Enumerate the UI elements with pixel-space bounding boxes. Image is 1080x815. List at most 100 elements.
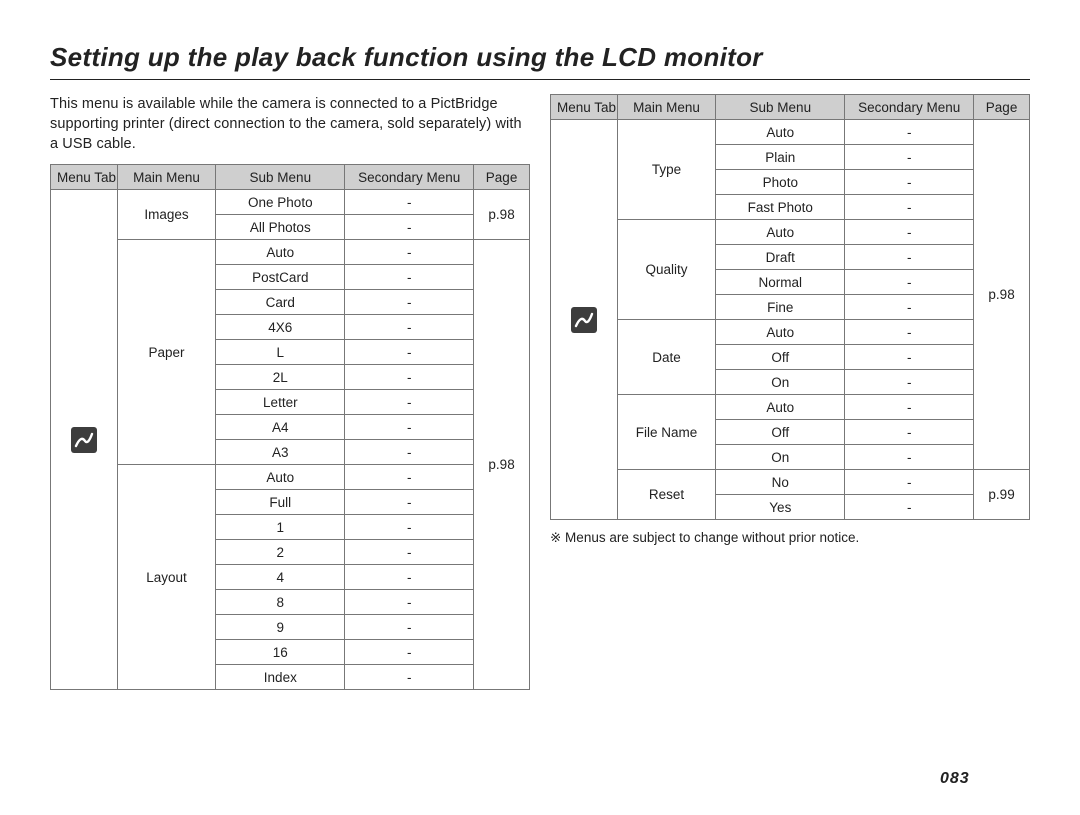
main-menu-cell: Reset — [617, 470, 716, 520]
table-row: PaperAuto-p.98 — [51, 240, 530, 265]
secondary-menu-cell: - — [845, 295, 974, 320]
right-column: Menu Tab Main Menu Sub Menu Secondary Me… — [550, 94, 1030, 690]
secondary-menu-cell: - — [345, 565, 474, 590]
secondary-menu-cell: - — [345, 540, 474, 565]
page-cell: p.98 — [474, 190, 530, 240]
secondary-menu-cell: - — [845, 470, 974, 495]
menu-table-left: Menu Tab Main Menu Sub Menu Secondary Me… — [50, 164, 530, 690]
secondary-menu-cell: - — [845, 270, 974, 295]
heading-rule — [50, 79, 1030, 80]
secondary-menu-cell: - — [345, 665, 474, 690]
secondary-menu-cell: - — [845, 495, 974, 520]
secondary-menu-cell: - — [345, 515, 474, 540]
sub-menu-cell: Full — [216, 490, 345, 515]
secondary-menu-cell: - — [345, 640, 474, 665]
sub-menu-cell: Photo — [716, 170, 845, 195]
pictbridge-icon — [571, 307, 597, 333]
footnote: ※ Menus are subject to change without pr… — [550, 530, 1030, 546]
secondary-menu-cell: - — [345, 315, 474, 340]
sub-menu-cell: 4X6 — [216, 315, 345, 340]
intro-text: This menu is available while the camera … — [50, 94, 530, 154]
sub-menu-cell: 8 — [216, 590, 345, 615]
sub-menu-cell: Plain — [716, 145, 845, 170]
sub-menu-cell: Normal — [716, 270, 845, 295]
main-menu-cell: Layout — [117, 465, 216, 690]
page-number: 083 — [940, 770, 970, 788]
sub-menu-cell: A3 — [216, 440, 345, 465]
left-column: This menu is available while the camera … — [50, 94, 530, 690]
sub-menu-cell: On — [716, 370, 845, 395]
secondary-menu-cell: - — [345, 415, 474, 440]
sub-menu-cell: No — [716, 470, 845, 495]
sub-menu-cell: Fast Photo — [716, 195, 845, 220]
secondary-menu-cell: - — [345, 290, 474, 315]
secondary-menu-cell: - — [345, 190, 474, 215]
header-main: Main Menu — [117, 165, 216, 190]
header-page: Page — [474, 165, 530, 190]
page-cell: p.98 — [474, 240, 530, 690]
header-sec: Secondary Menu — [345, 165, 474, 190]
secondary-menu-cell: - — [345, 390, 474, 415]
sub-menu-cell: Off — [716, 420, 845, 445]
secondary-menu-cell: - — [845, 395, 974, 420]
sub-menu-cell: Auto — [716, 395, 845, 420]
sub-menu-cell: 2L — [216, 365, 345, 390]
header-tab: Menu Tab — [551, 95, 618, 120]
sub-menu-cell: 9 — [216, 615, 345, 640]
sub-menu-cell: 2 — [216, 540, 345, 565]
menu-tab-cell — [51, 190, 118, 690]
secondary-menu-cell: - — [345, 590, 474, 615]
secondary-menu-cell: - — [845, 220, 974, 245]
menu-tab-cell — [551, 120, 618, 520]
header-sub: Sub Menu — [216, 165, 345, 190]
secondary-menu-cell: - — [345, 490, 474, 515]
sub-menu-cell: PostCard — [216, 265, 345, 290]
sub-menu-cell: L — [216, 340, 345, 365]
secondary-menu-cell: - — [345, 265, 474, 290]
main-menu-cell: File Name — [617, 395, 716, 470]
table-row: ResetNo-p.99 — [551, 470, 1030, 495]
page-heading: Setting up the play back function using … — [50, 42, 1030, 73]
table-row: DateAuto- — [551, 320, 1030, 345]
secondary-menu-cell: - — [345, 615, 474, 640]
main-menu-cell: Images — [117, 190, 216, 240]
table-header-row: Menu Tab Main Menu Sub Menu Secondary Me… — [51, 165, 530, 190]
header-sub: Sub Menu — [716, 95, 845, 120]
secondary-menu-cell: - — [845, 195, 974, 220]
sub-menu-cell: Card — [216, 290, 345, 315]
table-row: TypeAuto-p.98 — [551, 120, 1030, 145]
sub-menu-cell: 16 — [216, 640, 345, 665]
sub-menu-cell: Auto — [216, 465, 345, 490]
sub-menu-cell: A4 — [216, 415, 345, 440]
header-tab: Menu Tab — [51, 165, 118, 190]
secondary-menu-cell: - — [845, 320, 974, 345]
table-row: ImagesOne Photo-p.98 — [51, 190, 530, 215]
sub-menu-cell: Auto — [716, 220, 845, 245]
header-page: Page — [974, 95, 1030, 120]
menu-table-right: Menu Tab Main Menu Sub Menu Secondary Me… — [550, 94, 1030, 520]
table-header-row: Menu Tab Main Menu Sub Menu Secondary Me… — [551, 95, 1030, 120]
page-cell: p.99 — [974, 470, 1030, 520]
sub-menu-cell: On — [716, 445, 845, 470]
main-menu-cell: Quality — [617, 220, 716, 320]
main-menu-cell: Paper — [117, 240, 216, 465]
secondary-menu-cell: - — [345, 465, 474, 490]
sub-menu-cell: Index — [216, 665, 345, 690]
sub-menu-cell: All Photos — [216, 215, 345, 240]
sub-menu-cell: One Photo — [216, 190, 345, 215]
table-row: LayoutAuto- — [51, 465, 530, 490]
sub-menu-cell: 4 — [216, 565, 345, 590]
sub-menu-cell: Off — [716, 345, 845, 370]
secondary-menu-cell: - — [845, 370, 974, 395]
secondary-menu-cell: - — [845, 445, 974, 470]
table-row: QualityAuto- — [551, 220, 1030, 245]
main-menu-cell: Type — [617, 120, 716, 220]
header-sec: Secondary Menu — [845, 95, 974, 120]
sub-menu-cell: Auto — [716, 320, 845, 345]
secondary-menu-cell: - — [845, 345, 974, 370]
sub-menu-cell: 1 — [216, 515, 345, 540]
secondary-menu-cell: - — [845, 145, 974, 170]
main-menu-cell: Date — [617, 320, 716, 395]
secondary-menu-cell: - — [345, 365, 474, 390]
secondary-menu-cell: - — [345, 440, 474, 465]
